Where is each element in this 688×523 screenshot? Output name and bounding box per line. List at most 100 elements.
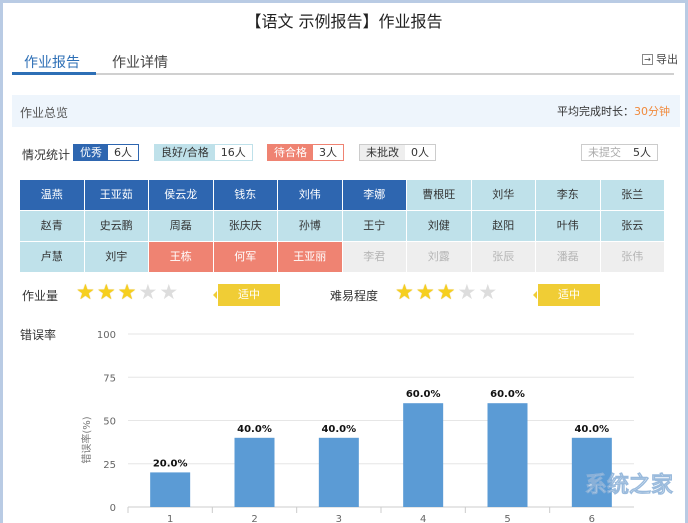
student-cell[interactable]: 潘磊 [536, 242, 600, 272]
student-cell[interactable]: 刘宇 [84, 242, 148, 272]
tab-active-indicator [12, 72, 96, 75]
student-grid: 温燕 王亚茹 侯云龙 钱东 刘伟 李娜 曹根旺 刘华 李东 张兰赵青 史云鹏 周磊 张庆庆 孙博 王宁 刘健赵… [20, 180, 664, 272]
y-tick-label: 0 [110, 503, 116, 514]
stat-filter[interactable]: 良好/合格 16人 [154, 144, 253, 161]
data-label: 60.0% [406, 389, 441, 400]
x-tick-label: 6 [589, 514, 595, 523]
star-icon: ★ [478, 280, 498, 304]
x-tick-label: 5 [504, 514, 510, 523]
y-tick-label: 50 [103, 417, 116, 428]
error-rate-chart: 0 25 50 75 100 错误率(%) 20.0% 1 40.0% 2 40.0% 3 60.0% 4… [80, 330, 674, 523]
data-label: 40.0% [237, 424, 272, 435]
student-cell[interactable]: 王栋 [149, 242, 213, 272]
bar [487, 403, 528, 507]
student-cell[interactable]: 李君 [342, 242, 406, 272]
star-icon: ★ [96, 280, 116, 304]
student-cell[interactable]: 张辰 [471, 242, 535, 272]
watermark: 系统之家 [585, 472, 674, 498]
stat-filter[interactable]: 待合格 3人 [267, 144, 344, 161]
export-icon: → [642, 53, 653, 65]
stat-label: 优秀 [74, 145, 108, 160]
student-cell[interactable]: 卢慧 [20, 242, 84, 272]
difficulty-rating: ★ ★ ★ ★ ★ [395, 281, 497, 303]
stat-count: 3人 [313, 145, 343, 160]
export-button[interactable]: → 导出 [642, 51, 678, 67]
overview-title: 作业总览 [20, 106, 69, 120]
stats-label: 情况统计 [22, 148, 71, 162]
stat-label: 未批改 [360, 145, 405, 160]
difficulty-badge: 适中 [533, 284, 600, 306]
stat-label: 未提交 [582, 145, 627, 160]
star-icon: ★ [138, 280, 158, 304]
star-icon: ★ [457, 280, 477, 304]
stat-filter[interactable]: 优秀 6人 [73, 144, 139, 161]
x-tick-label: 1 [167, 514, 173, 523]
tab-divider [12, 73, 674, 75]
y-tick-label: 100 [97, 330, 116, 341]
overview-bar: 作业总览 平均完成时长：30分钟 [12, 95, 680, 127]
student-cell[interactable]: 侯云龙 [149, 180, 213, 210]
student-cell[interactable]: 温燕 [20, 180, 84, 210]
avg-time-label: 平均完成时长： [557, 105, 634, 118]
star-icon: ★ [415, 280, 435, 304]
workload-rating: ★ ★ ★ ★ ★ [76, 281, 178, 303]
student-cell[interactable]: 赵阳 [471, 211, 535, 241]
stat-filter[interactable]: 未提交 5人 [581, 144, 658, 161]
stat-label: 待合格 [268, 145, 313, 160]
bar [571, 437, 612, 507]
export-label: 导出 [656, 53, 678, 66]
star-icon: ★ [159, 280, 179, 304]
student-cell[interactable]: 李东 [536, 180, 600, 210]
star-icon: ★ [436, 280, 456, 304]
workload-label: 作业量 [22, 289, 59, 303]
tab-report[interactable]: 作业报告 [24, 55, 80, 71]
student-cell[interactable]: 张云 [600, 211, 664, 241]
student-cell[interactable]: 李娜 [342, 180, 406, 210]
x-tick-label: 3 [336, 514, 342, 523]
y-tick-label: 25 [103, 460, 116, 471]
student-cell[interactable]: 叶伟 [536, 211, 600, 241]
data-label: 20.0% [153, 458, 188, 469]
tab-details[interactable]: 作业详情 [112, 55, 168, 71]
student-cell[interactable]: 王亚丽 [278, 242, 342, 272]
student-cell[interactable]: 刘露 [407, 242, 471, 272]
student-cell[interactable]: 刘健 [407, 211, 471, 241]
avg-time-value: 30分钟 [634, 105, 670, 118]
student-cell[interactable]: 刘华 [471, 180, 535, 210]
student-cell[interactable]: 赵青 [20, 211, 84, 241]
bar [318, 437, 359, 507]
star-icon: ★ [395, 280, 414, 304]
stat-count: 6人 [108, 145, 138, 160]
x-tick-label: 4 [420, 514, 426, 523]
workload-badge: 适中 [213, 284, 280, 306]
student-cell[interactable]: 王宁 [342, 211, 406, 241]
student-cell[interactable]: 史云鹏 [84, 211, 148, 241]
difficulty-label: 难易程度 [330, 289, 379, 303]
bar [150, 472, 191, 507]
x-tick-label: 2 [251, 514, 257, 523]
student-cell[interactable]: 张兰 [600, 180, 664, 210]
stat-count: 5人 [627, 145, 657, 160]
star-icon: ★ [117, 280, 137, 304]
student-cell[interactable]: 张庆庆 [213, 211, 277, 241]
y-tick-label: 75 [103, 373, 116, 384]
student-cell[interactable]: 孙博 [278, 211, 342, 241]
y-axis-label: 错误率(%) [80, 416, 93, 463]
bar [403, 403, 444, 507]
star-icon: ★ [76, 280, 95, 304]
student-cell[interactable]: 刘伟 [278, 180, 342, 210]
student-cell[interactable]: 周磊 [149, 211, 213, 241]
page-title: 【语文 示例报告】作业报告 [245, 12, 443, 31]
student-cell[interactable]: 王亚茹 [84, 180, 148, 210]
error-rate-label: 错误率 [20, 328, 57, 342]
stat-label: 良好/合格 [155, 145, 215, 160]
student-cell[interactable]: 曹根旺 [407, 180, 471, 210]
student-cell[interactable]: 何军 [213, 242, 277, 272]
stat-filter[interactable]: 未批改 0人 [359, 144, 436, 161]
data-label: 40.0% [321, 424, 356, 435]
avg-time: 平均完成时长：30分钟 [557, 103, 670, 119]
student-cell[interactable]: 张伟 [600, 242, 664, 272]
student-cell[interactable]: 钱东 [213, 180, 277, 210]
data-label: 60.0% [490, 389, 525, 400]
